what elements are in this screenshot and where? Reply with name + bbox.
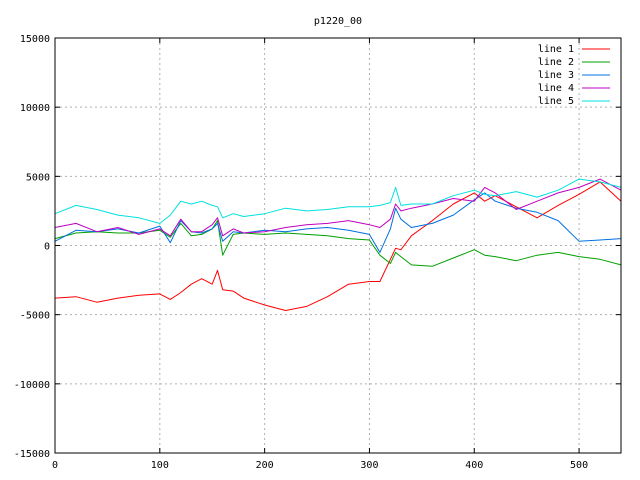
y-tick-label: 0 (44, 242, 50, 253)
series-line-4 (54, 178, 622, 237)
x-tick-label: 100 (151, 460, 169, 471)
legend: line 1 line 2 line 3 line 4 line 5 (538, 44, 610, 107)
y-tick-label: 10000 (20, 103, 50, 114)
legend-label: line 3 (538, 70, 574, 81)
legend-label: line 2 (538, 57, 574, 68)
grid-lines (55, 38, 621, 453)
x-axis-ticks: 0 100 200 300 400 500 (52, 38, 588, 471)
y-tick-label: -15000 (14, 449, 50, 460)
legend-label: line 4 (538, 83, 574, 94)
y-tick-label: -10000 (14, 380, 50, 391)
x-tick-label: 500 (570, 460, 588, 471)
series-lines (54, 178, 622, 311)
x-tick-label: 400 (465, 460, 483, 471)
series-line-2 (54, 220, 622, 267)
legend-label: line 5 (538, 96, 574, 107)
legend-label: line 1 (538, 44, 574, 55)
x-tick-label: 0 (52, 460, 58, 471)
series-line-5 (54, 178, 622, 224)
y-tick-label: 15000 (20, 34, 50, 45)
series-line-3 (54, 192, 622, 253)
y-tick-label: 5000 (26, 172, 50, 183)
y-tick-label: -5000 (20, 311, 50, 322)
x-tick-label: 300 (360, 460, 378, 471)
chart-title: p1220_00 (314, 16, 362, 27)
y-axis-ticks: 15000 10000 5000 0 -5000 -10000 -15000 (14, 34, 621, 460)
x-tick-label: 200 (256, 460, 274, 471)
